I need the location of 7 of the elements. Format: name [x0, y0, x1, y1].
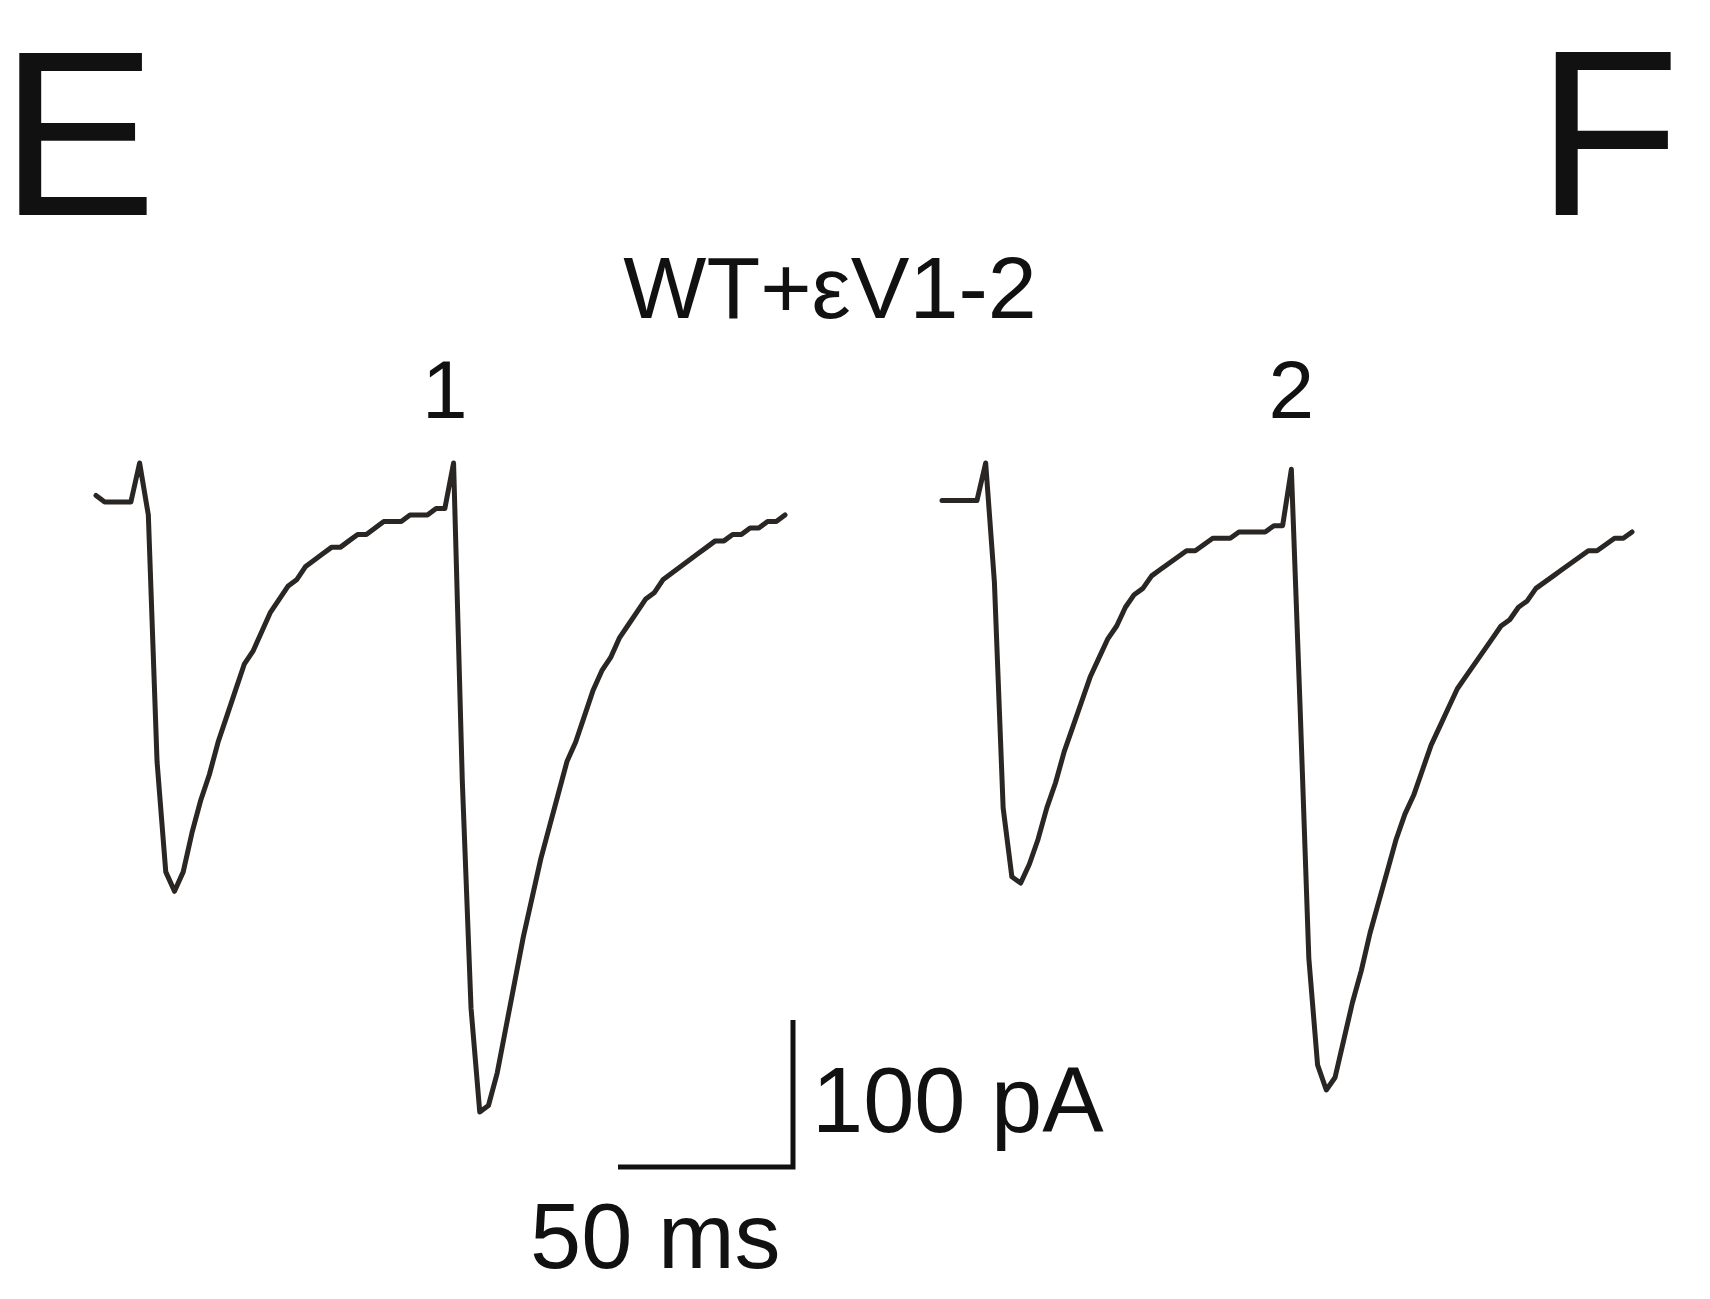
series-label: 1 [422, 344, 468, 435]
annotation: 100 pA [812, 1049, 1105, 1151]
series-label: 2 [1268, 344, 1315, 435]
text: F [1536, 2, 1680, 265]
text: E [0, 2, 157, 265]
text: 50 ms [530, 1185, 781, 1287]
chart-title: WT+εV1-2 [623, 238, 1037, 337]
